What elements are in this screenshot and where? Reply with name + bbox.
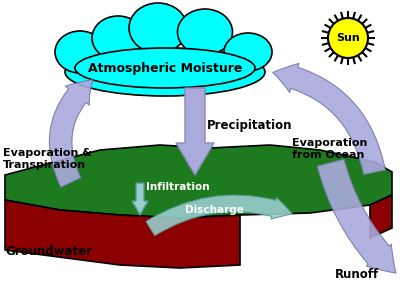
FancyArrowPatch shape: [273, 63, 385, 174]
FancyArrowPatch shape: [146, 195, 292, 235]
Ellipse shape: [129, 3, 187, 53]
Polygon shape: [176, 88, 214, 175]
Text: Evaporation &
Transpiration: Evaporation & Transpiration: [3, 148, 92, 170]
Text: Sun: Sun: [336, 33, 360, 43]
Ellipse shape: [92, 16, 144, 60]
Ellipse shape: [65, 48, 265, 96]
Text: Infiltration: Infiltration: [146, 182, 210, 192]
Polygon shape: [370, 195, 392, 238]
Text: Discharge: Discharge: [185, 205, 244, 215]
Circle shape: [328, 18, 368, 58]
FancyArrowPatch shape: [317, 159, 396, 273]
Text: Groundwater: Groundwater: [5, 245, 92, 258]
Polygon shape: [132, 183, 148, 215]
Ellipse shape: [224, 33, 272, 71]
Polygon shape: [5, 200, 240, 268]
Text: Runoff: Runoff: [335, 268, 379, 281]
Ellipse shape: [55, 31, 105, 73]
Text: Evaporation
from Ocean: Evaporation from Ocean: [292, 138, 367, 160]
Text: Precipitation: Precipitation: [207, 118, 292, 131]
Polygon shape: [5, 145, 392, 218]
FancyArrowPatch shape: [49, 80, 93, 187]
Ellipse shape: [75, 48, 255, 88]
Ellipse shape: [178, 9, 232, 55]
Text: Atmospheric Moisture: Atmospheric Moisture: [88, 61, 242, 74]
